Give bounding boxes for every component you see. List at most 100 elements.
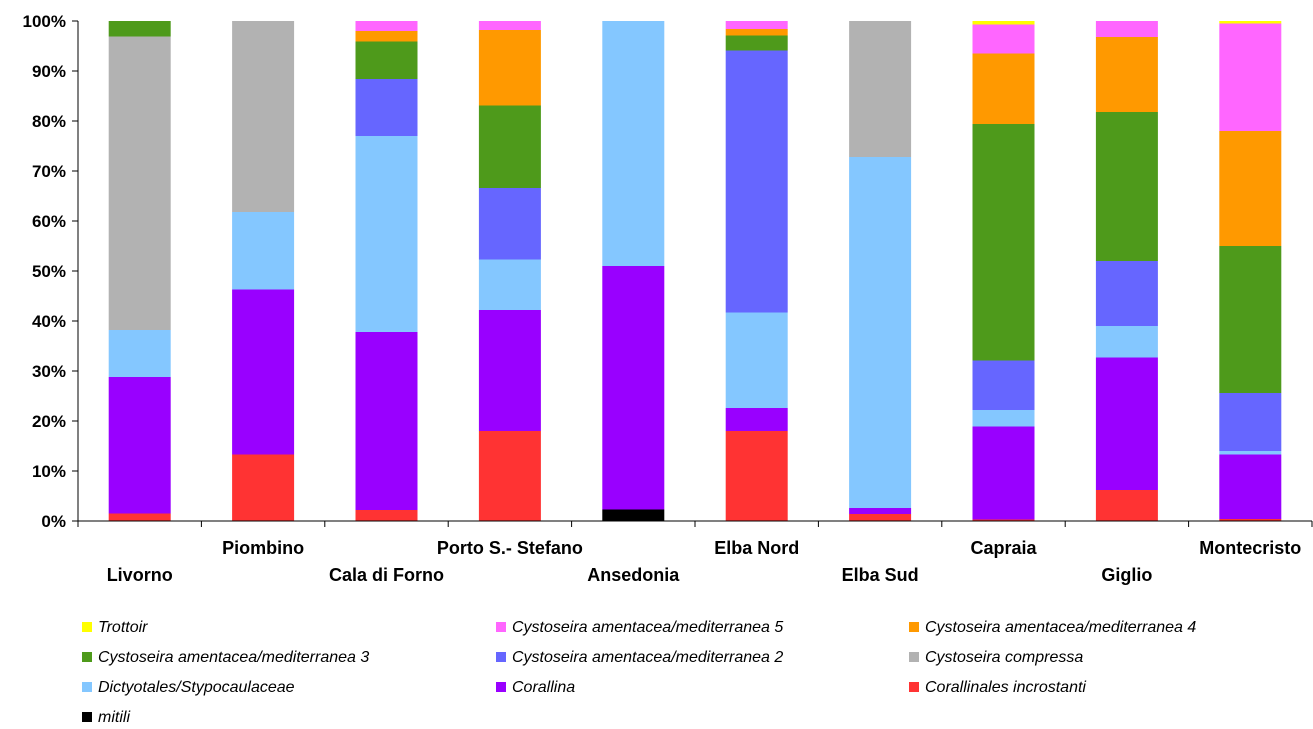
bar-segment <box>972 360 1035 410</box>
category-label: Porto S.- Stefano <box>437 538 583 558</box>
bar-segment <box>1095 490 1158 521</box>
category-label: Cala di Forno <box>329 565 444 585</box>
category-label: Livorno <box>107 565 173 585</box>
legend-swatch <box>909 622 919 632</box>
category-labels: Livorno Piombino Cala di Forno Porto S.- St… <box>107 538 1302 585</box>
bar-segment <box>355 79 418 136</box>
bar-segment <box>972 410 1035 427</box>
bar-segment <box>478 188 541 260</box>
bar-segment <box>1219 451 1282 455</box>
bar-segment <box>725 312 788 408</box>
bar-segment <box>725 21 788 29</box>
bar-segment <box>478 30 541 106</box>
bar-segment <box>602 509 665 521</box>
bar-segment <box>478 431 541 521</box>
legend-label: Cystoseira amentacea/mediterranea 3 <box>98 649 369 666</box>
bar-segment <box>725 50 788 313</box>
bar-segment <box>108 21 171 37</box>
bar-segment <box>478 310 541 431</box>
bar-segment <box>355 41 418 79</box>
legend-swatch <box>909 682 919 692</box>
legend-swatch <box>82 622 92 632</box>
bar-segment <box>1219 131 1282 246</box>
legend-label: Corallina <box>512 679 575 696</box>
bar-segment <box>1095 37 1158 112</box>
bar-segment <box>232 454 295 521</box>
bar-segment <box>1219 519 1282 521</box>
legend-label: Cystoseira amentacea/mediterranea 2 <box>512 649 783 666</box>
bar-segment <box>972 426 1035 520</box>
category-label: Capraia <box>970 538 1037 558</box>
bar-segment <box>355 21 418 31</box>
bar-segment <box>849 21 912 157</box>
bar-segment <box>972 21 1035 25</box>
bar-segment <box>972 24 1035 54</box>
bar-segment <box>355 332 418 510</box>
bar-segment <box>1095 326 1158 358</box>
legend-label: Cystoseira amentacea/mediterranea 5 <box>512 619 783 636</box>
bar-segment <box>725 35 788 51</box>
bar-segment <box>1095 261 1158 326</box>
legend-swatch <box>909 652 919 662</box>
category-label: Montecristo <box>1199 538 1301 558</box>
axes <box>72 21 1313 527</box>
bar-segment <box>1095 357 1158 490</box>
legend-label: Cystoseira compressa <box>925 649 1083 666</box>
bar-segment <box>355 510 418 521</box>
bar-segment <box>602 21 665 266</box>
legend-label: mitili <box>98 709 130 726</box>
bar-segment <box>108 36 171 330</box>
bar-segment <box>478 21 541 30</box>
bar-segment <box>108 377 171 514</box>
category-label: Piombino <box>222 538 304 558</box>
legend-swatch <box>496 622 506 632</box>
bar-segment <box>725 29 788 36</box>
bar-segment <box>478 105 541 188</box>
y-axis-ticks: 0% 10% 20% 30% 40% 50% 60% 70% 80% 90% 100% <box>23 12 78 531</box>
legend-swatch <box>82 682 92 692</box>
bar-segment <box>478 259 541 310</box>
bar-segment <box>602 266 665 510</box>
y-tick-label: 40% <box>32 312 66 331</box>
bar-segment <box>725 431 788 521</box>
y-tick-label: 70% <box>32 162 66 181</box>
bar-segment <box>355 136 418 332</box>
bar-segment <box>1219 393 1282 451</box>
bar-segment <box>849 508 912 514</box>
bar-segment <box>1219 246 1282 393</box>
bar-segment <box>355 31 418 42</box>
bar-segment <box>1219 454 1282 519</box>
y-tick-label: 90% <box>32 62 66 81</box>
legend-swatch <box>82 652 92 662</box>
bar-segment <box>849 157 912 508</box>
bar-segment <box>1095 112 1158 261</box>
legend-label: Dictyotales/Stypocaulaceae <box>98 679 295 696</box>
bar-segment <box>849 514 912 521</box>
legend: Trottoir Cystoseira amentacea/mediterrane… <box>82 619 1196 726</box>
y-tick-label: 80% <box>32 112 66 131</box>
bar-segment <box>108 330 171 377</box>
bars <box>108 21 1282 521</box>
bar-segment <box>232 289 295 455</box>
category-label: Giglio <box>1101 565 1152 585</box>
bar-segment <box>725 408 788 431</box>
bar-segment <box>108 513 171 521</box>
bar-segment <box>972 519 1035 521</box>
y-tick-label: 10% <box>32 462 66 481</box>
y-tick-label: 100% <box>23 12 66 31</box>
bar-segment <box>972 124 1035 361</box>
y-tick-label: 60% <box>32 212 66 231</box>
legend-swatch <box>82 712 92 722</box>
legend-swatch <box>496 682 506 692</box>
legend-label: Trottoir <box>98 619 148 636</box>
legend-label: Corallinales incrostanti <box>925 679 1086 696</box>
y-tick-label: 0% <box>41 512 66 531</box>
bar-segment <box>1095 21 1158 37</box>
legend-label: Cystoseira amentacea/mediterranea 4 <box>925 619 1196 636</box>
category-label: Elba Nord <box>714 538 799 558</box>
bar-segment <box>1219 23 1282 131</box>
y-tick-label: 30% <box>32 362 66 381</box>
category-label: Elba Sud <box>842 565 919 585</box>
category-label: Ansedonia <box>587 565 680 585</box>
